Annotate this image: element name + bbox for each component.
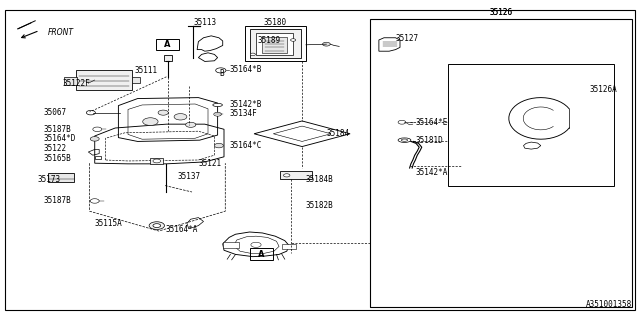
Text: 35127: 35127: [396, 34, 419, 43]
Bar: [282, 244, 296, 249]
Text: 35187B: 35187B: [44, 196, 71, 205]
Circle shape: [398, 120, 406, 124]
Text: A351001358: A351001358: [586, 300, 632, 309]
Bar: [245, 26, 306, 61]
Text: 35164*C: 35164*C: [229, 141, 262, 150]
Bar: [250, 248, 273, 260]
Bar: [262, 37, 287, 53]
Text: 35122F: 35122F: [63, 79, 90, 88]
Circle shape: [323, 42, 330, 46]
Text: FRONT: FRONT: [48, 28, 74, 37]
Text: 35126: 35126: [490, 8, 513, 17]
Text: A: A: [258, 250, 264, 259]
Text: 35111: 35111: [134, 66, 157, 75]
Bar: [223, 242, 239, 248]
Circle shape: [149, 222, 164, 229]
Text: 35122: 35122: [44, 144, 67, 153]
Circle shape: [143, 118, 158, 125]
Circle shape: [291, 39, 296, 41]
Bar: [280, 171, 312, 179]
Text: 35184: 35184: [326, 129, 349, 138]
Text: A: A: [164, 40, 171, 49]
Circle shape: [153, 159, 161, 163]
Bar: [48, 173, 74, 182]
Text: 35126: 35126: [490, 8, 513, 17]
Text: 35184B: 35184B: [306, 175, 333, 184]
Text: 35164*A: 35164*A: [165, 225, 198, 234]
Text: 35180: 35180: [264, 18, 287, 27]
Text: 35142*A: 35142*A: [416, 168, 449, 177]
Circle shape: [216, 68, 226, 73]
Ellipse shape: [398, 138, 411, 142]
Text: 35142*B: 35142*B: [229, 100, 262, 109]
Text: 35181D: 35181D: [416, 136, 444, 145]
Circle shape: [251, 242, 261, 247]
Text: 35126A: 35126A: [589, 85, 617, 94]
Circle shape: [90, 137, 99, 141]
Text: 35115A: 35115A: [95, 220, 122, 228]
Circle shape: [214, 143, 223, 148]
Bar: [64, 77, 77, 85]
Text: 35164*E: 35164*E: [416, 118, 449, 127]
Text: B: B: [219, 69, 223, 78]
Bar: [156, 39, 179, 50]
Circle shape: [86, 110, 95, 115]
Text: 35173: 35173: [37, 175, 60, 184]
Circle shape: [284, 174, 290, 177]
Text: 35182B: 35182B: [306, 201, 333, 210]
Circle shape: [93, 127, 102, 132]
Text: 35164*B: 35164*B: [229, 65, 262, 74]
Bar: [150, 158, 163, 164]
Bar: [132, 77, 140, 83]
Bar: [256, 33, 293, 55]
Circle shape: [153, 224, 161, 228]
Circle shape: [158, 110, 168, 115]
Bar: [164, 55, 172, 61]
Text: 35121: 35121: [198, 159, 221, 168]
Text: 35189: 35189: [258, 36, 281, 44]
Circle shape: [214, 112, 221, 116]
Bar: [250, 29, 301, 58]
Bar: [448, 64, 614, 186]
Text: 35164*D: 35164*D: [44, 134, 76, 143]
Bar: [76, 70, 132, 90]
Text: 35165B: 35165B: [44, 154, 71, 163]
Text: 35137: 35137: [178, 172, 201, 181]
Ellipse shape: [401, 139, 408, 141]
Text: 35113: 35113: [193, 18, 216, 27]
Ellipse shape: [212, 103, 223, 107]
Text: 35067: 35067: [44, 108, 67, 117]
Text: 35187B: 35187B: [44, 125, 71, 134]
Bar: [370, 19, 632, 307]
Text: 35134F: 35134F: [229, 109, 257, 118]
Circle shape: [250, 53, 255, 56]
Bar: [95, 156, 101, 159]
Circle shape: [90, 199, 99, 203]
Circle shape: [186, 122, 196, 127]
Circle shape: [174, 114, 187, 120]
